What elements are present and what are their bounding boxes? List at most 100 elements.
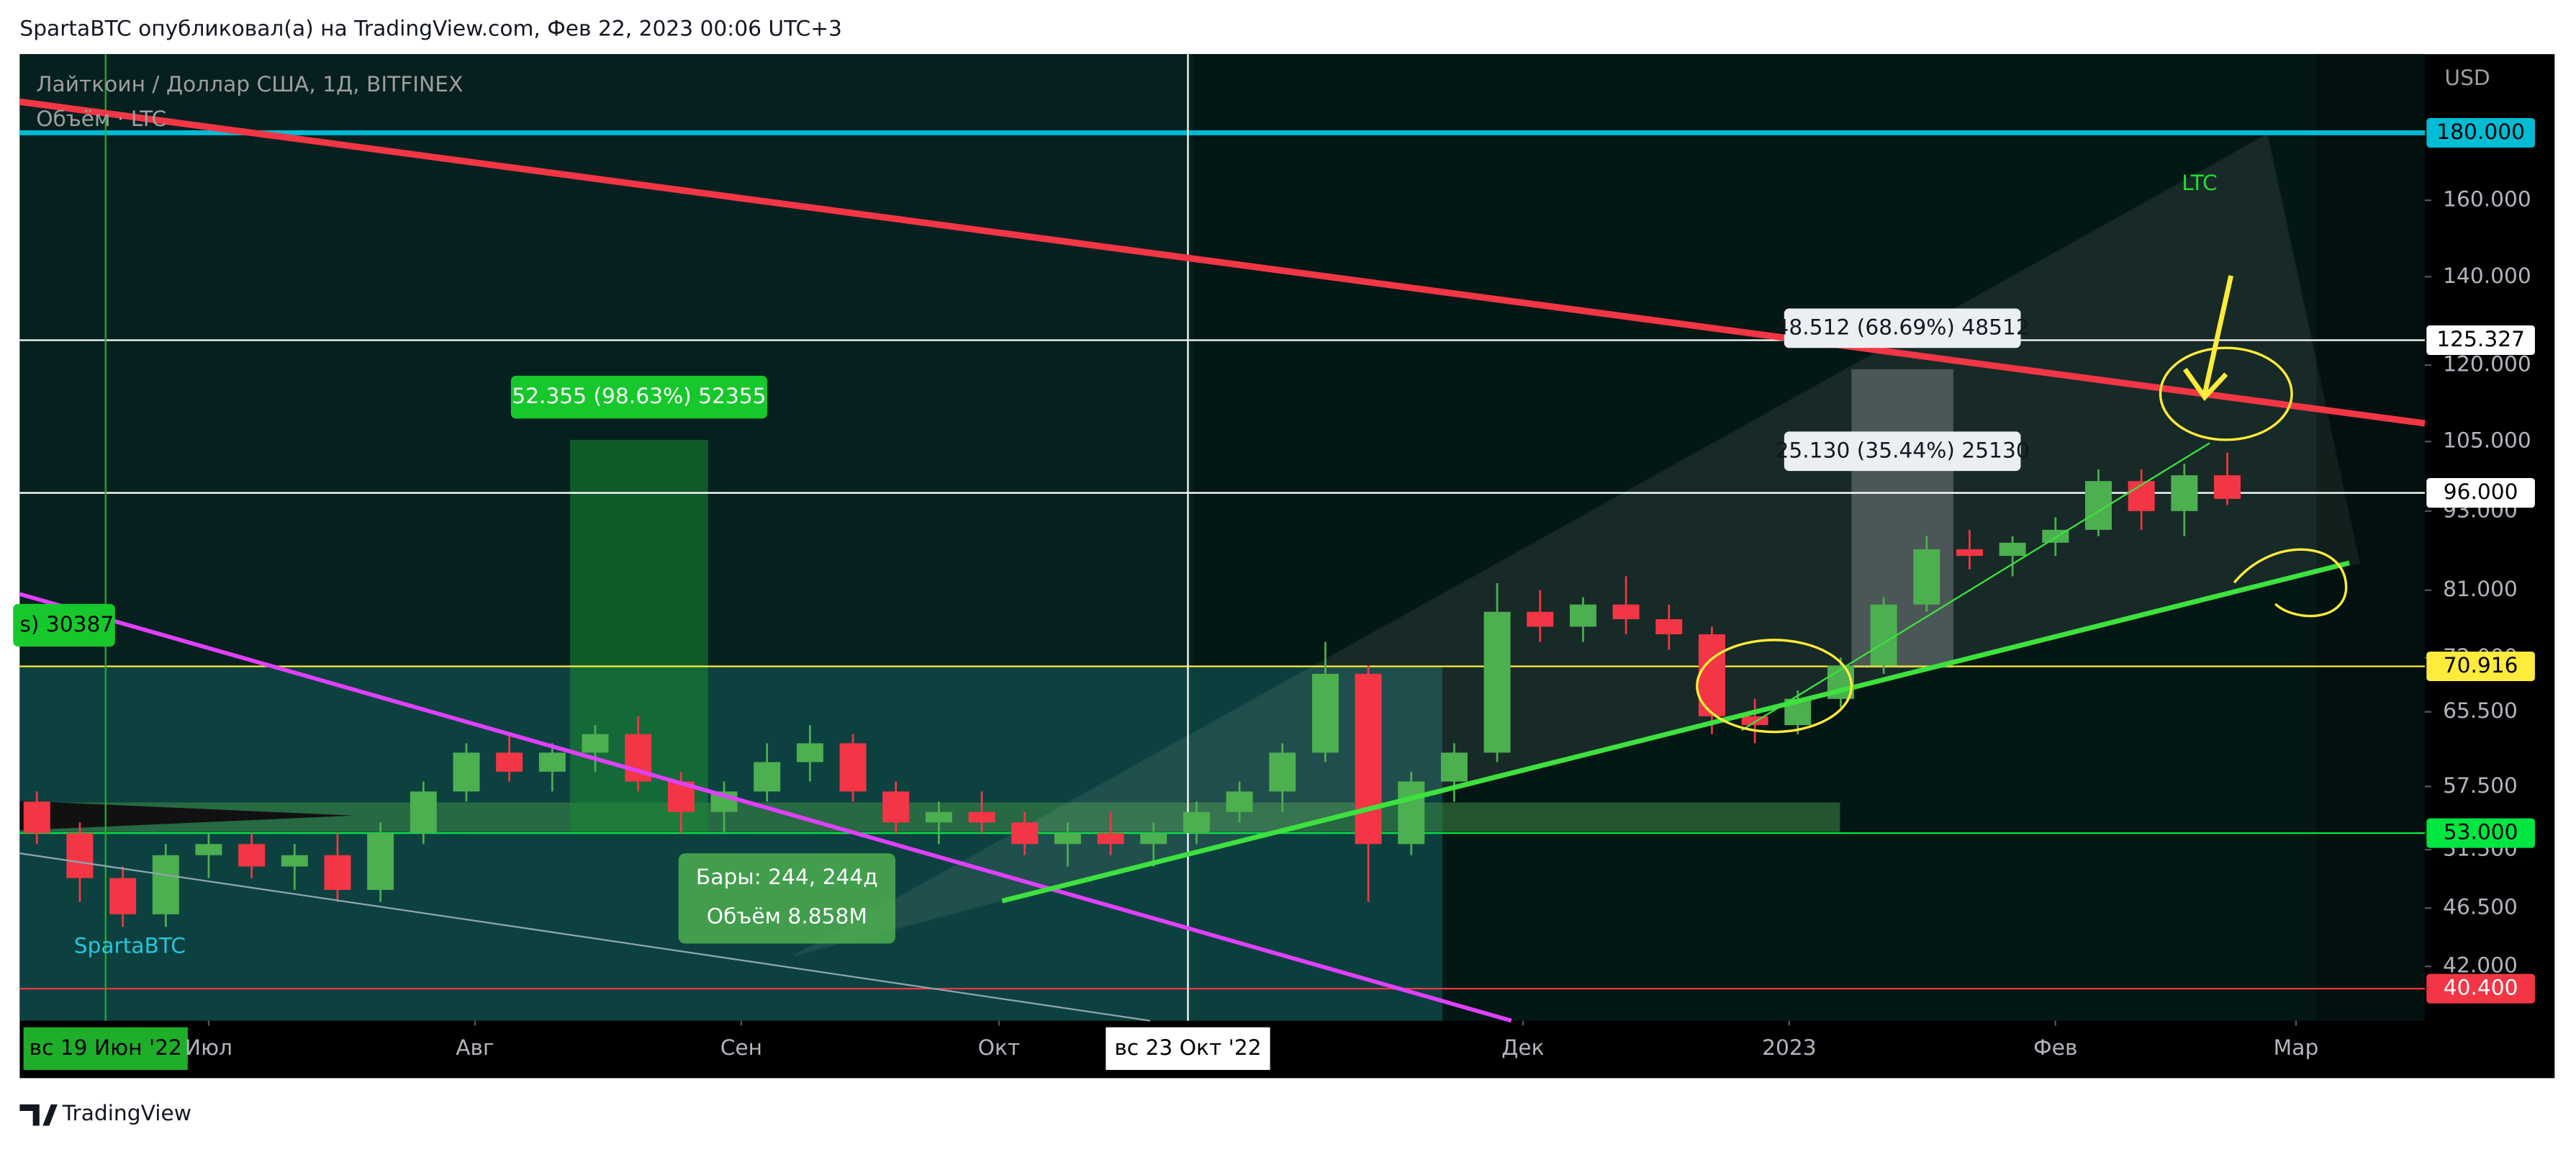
- label-box: [13, 603, 115, 647]
- label-box: [678, 853, 895, 944]
- candle-body: [1269, 752, 1296, 792]
- x-tick-label: Сен: [720, 1035, 762, 1060]
- candle-body: [1527, 611, 1554, 627]
- trend-line: [1740, 442, 2210, 732]
- label-box: [510, 375, 767, 419]
- y-tick-label: 57.500: [2443, 773, 2518, 798]
- x-tick-box: [23, 1027, 188, 1071]
- y-tick-label: 81.000: [2443, 576, 2518, 601]
- candle-body: [195, 844, 222, 855]
- arrow: [2182, 275, 2234, 401]
- candle-body: [281, 855, 308, 867]
- candle-body: [1870, 604, 1897, 666]
- level-box: [2426, 973, 2535, 1004]
- y-tick-label: 105.000: [2443, 428, 2531, 453]
- candle-body: [1311, 673, 1339, 753]
- level-label: 70.916: [2444, 652, 2518, 678]
- candle-body: [453, 752, 480, 792]
- x-tick-label: 2023: [1762, 1035, 1816, 1060]
- level-label: 53.000: [2444, 819, 2518, 845]
- candle-body: [796, 743, 823, 762]
- measure-label: s) 30387: [19, 611, 114, 636]
- level-box: [2426, 478, 2535, 508]
- candle-body: [367, 833, 394, 890]
- x-tick-label: Окт: [978, 1035, 1021, 1060]
- candle-body: [1612, 604, 1640, 620]
- candle-body: [1569, 604, 1596, 627]
- y-tick-label: 120.000: [2443, 351, 2531, 377]
- candle-body: [410, 791, 437, 834]
- y-tick-label: 46.500: [2443, 894, 2518, 919]
- circle: [1696, 639, 1853, 734]
- candle-body: [1655, 619, 1683, 634]
- candle-body: [1483, 611, 1511, 753]
- trend-line: [19, 98, 2426, 427]
- level-box: [2426, 325, 2535, 355]
- logo: [19, 1104, 58, 1126]
- future-area: [2316, 54, 2426, 1021]
- footer-brand: TradingView: [62, 1100, 191, 1125]
- x-tick-label: вс 19 Июн '22: [30, 1035, 182, 1060]
- candle-body: [1956, 549, 1983, 557]
- label-box: [1784, 308, 2021, 348]
- candle-body: [839, 743, 867, 792]
- wedge: [19, 801, 353, 831]
- candle-body: [1398, 781, 1425, 845]
- candle-body: [1999, 542, 2026, 557]
- x-tick-label: вс 23 Окт '22: [1114, 1035, 1261, 1060]
- candle-body: [925, 811, 952, 823]
- trend-line: [19, 852, 1150, 1022]
- x-tick-box: [1106, 1027, 1270, 1071]
- level-label: 180.000: [2436, 119, 2525, 144]
- candle-body: [1226, 791, 1253, 812]
- measure-label: 48.512 (68.69%) 48512: [1776, 314, 2030, 339]
- y-tick-label: 160.000: [2443, 186, 2531, 212]
- candle-body: [109, 878, 137, 914]
- y-tick-label: 65.500: [2443, 698, 2518, 723]
- circle: [2159, 346, 2293, 441]
- currency: USD: [2444, 65, 2490, 90]
- candle-body: [238, 844, 266, 867]
- x-tick-label: Фев: [2033, 1035, 2077, 1060]
- level-label: 96.000: [2444, 479, 2518, 504]
- candle-body: [2171, 475, 2198, 511]
- candle-body: [1741, 716, 1768, 726]
- measure-label: 25.130 (35.44%) 25130: [1776, 437, 2030, 462]
- candle-body: [66, 833, 94, 878]
- header: SpartaBTC опубликовал(а) на TradingView.…: [19, 16, 842, 41]
- measure-zone: [1851, 369, 1953, 668]
- level-box: [2426, 818, 2535, 848]
- candle-body: [1440, 752, 1468, 782]
- x-tick-label: Июл: [185, 1035, 232, 1060]
- candle-body: [1097, 833, 1124, 845]
- measure-label: Бары: 244, 244д: [696, 864, 878, 889]
- chart-subtitle: Объём · LTC: [36, 106, 166, 131]
- annotation-ltc: LTC: [2182, 170, 2218, 195]
- candle-body: [496, 752, 523, 772]
- candle-body: [1011, 822, 1039, 845]
- chart-title: Лайткоин / Доллар США, 1Д, BITFINEX: [36, 71, 463, 96]
- y-tick-label: 42.000: [2443, 953, 2518, 978]
- candle-body: [1183, 811, 1210, 834]
- circle: [2233, 548, 2348, 618]
- candle-body: [23, 801, 50, 834]
- candle-body: [538, 752, 566, 772]
- level-box: [2426, 117, 2535, 148]
- candle-body: [152, 855, 179, 914]
- zone: [19, 666, 1443, 1021]
- x-tick-label: Мар: [2274, 1035, 2319, 1060]
- measure-label: 52.355 (98.63%) 52355: [512, 383, 766, 408]
- candle-body: [1054, 833, 1081, 845]
- trend-line: [1001, 560, 2350, 904]
- annotation-author: SpartaBTC: [74, 933, 186, 958]
- candle-body: [2214, 475, 2241, 499]
- candle-body: [968, 811, 995, 823]
- candle-body: [1140, 833, 1167, 845]
- x-tick-label: Авг: [456, 1035, 494, 1060]
- y-tick-label: 140.000: [2443, 263, 2531, 288]
- trend-line: [19, 592, 1512, 1023]
- candle-body: [324, 855, 351, 890]
- candle-body: [882, 791, 910, 823]
